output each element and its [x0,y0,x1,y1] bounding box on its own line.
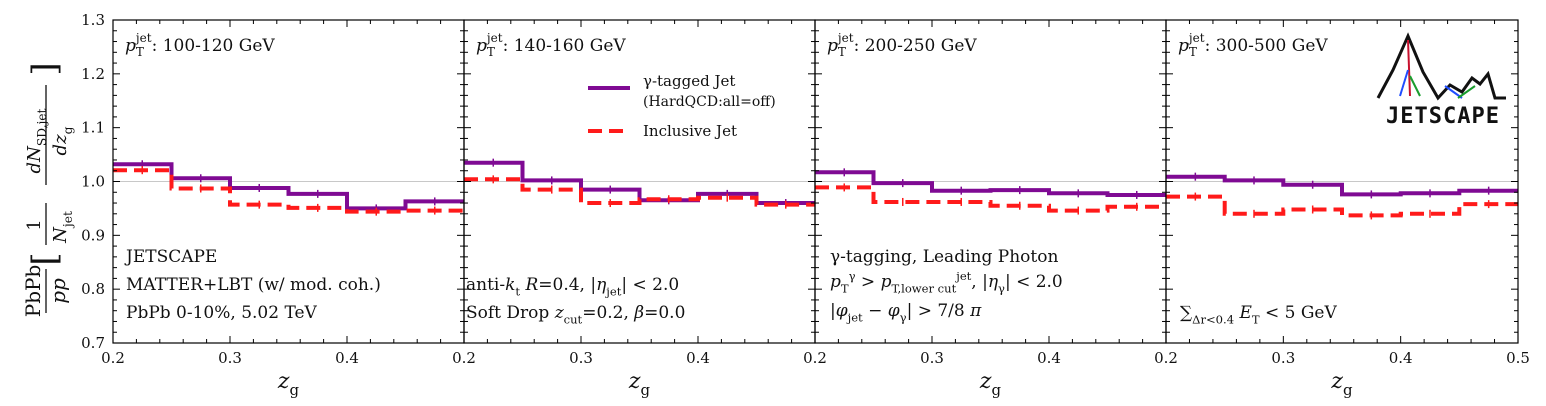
logo-jet-blue [1399,69,1409,97]
logo-mountain-outline [1376,32,1506,101]
panel-1: 0.2 0.3 0.4 0.7 0.8 0.9 1.0 1.1 1.2 1.3 zg pTjet: 1… [81,11,465,399]
series-incl-step-line [815,185,1166,213]
y-label-deriv-den: dzg [50,126,75,155]
annotation-text: anti-kt R=0.4, |ηjet| < 2.0 [466,275,679,298]
x-axis-label: zg [628,369,651,399]
logo-jet-red [1407,39,1411,97]
series-gamma-step-line [815,170,1166,197]
legend-label-gamma: γ-tagged Jet [643,72,735,90]
y-label-ratio-den: pp [46,278,70,304]
x-tick-label: 0.2 [1154,349,1178,367]
jetscape-logo: JETSCAPE [1376,32,1506,129]
y-tick-label: 0.7 [81,334,105,352]
panels: 0.2 0.3 0.4 0.7 0.8 0.9 1.0 1.1 1.2 1.3 zg pTjet: 1… [81,11,1530,399]
y-label-njet: Njet [50,211,75,244]
y-tick-label: 0.9 [81,226,105,244]
y-label-deriv-num: dNSD,jet [24,108,49,173]
annotation-text: |φjet − φγ| > 7/8 π [830,301,982,324]
panel-2: 0.2 0.3 0.4 zg pTjet: 140-160 GeV [452,19,816,399]
y-tick-label: 1.2 [81,65,105,83]
panel-4: 0.2 0.3 0.4 0.5 zg pTjet: 300-500 GeV [1154,19,1530,399]
legend-label-inclusive: Inclusive Jet [643,122,737,140]
x-tick-label: 0.5 [1506,349,1530,367]
x-tick-label: 0.4 [1037,349,1061,367]
y-tick-label: 0.8 [81,280,105,298]
panel-title: pTjet: 200-250 GeV [827,31,977,59]
x-tick-label: 0.2 [803,349,827,367]
series-incl-step-line [464,177,815,207]
panel-title: pTjet: 140-160 GeV [476,31,626,59]
annotation-text: Soft Drop zcut=0.2, β=0.0 [466,303,685,326]
annotations: JETSCAPE MATTER+LBT (w/ mod. coh.) PbPb 0-… [124,247,1337,326]
annotation-text: ∑Δr<0.4 ET < 5 GeV [1180,303,1337,326]
logo-jet-green [1409,75,1421,97]
logo-jet-green-2 [1457,85,1476,99]
annotation-text: JETSCAPE [124,247,217,267]
x-axis-label: zg [979,369,1002,399]
y-tick-label: 1.3 [81,11,105,29]
legend-label-gamma-note: (HardQCD:all=off) [643,94,776,110]
panel-3: 0.2 0.3 0.4 zg pTjet: 200-250 GeV [803,19,1167,399]
annotation-text: pTγ > pT,lower cutjet, |ηγ| < 2.0 [830,269,1063,296]
legend: γ-tagged Jet (HardQCD:all=off) Inclusive J… [588,72,776,140]
y-tick-label: 1.0 [81,173,105,191]
series-incl-step-line [1166,194,1518,218]
x-tick-label: 0.2 [452,349,476,367]
y-label-bracket-left: [ [25,252,65,265]
series-gamma-step-line [1166,174,1518,197]
y-label-one: 1 [24,219,45,230]
x-tick-label: 0.4 [1389,349,1413,367]
annotation-text: MATTER+LBT (w/ mod. coh.) [126,275,381,295]
y-axis-label: PbPb pp [] 1 Njet dNSD,jet dzg [21,62,75,317]
series-gamma-step-line [464,160,815,205]
x-tick-label: 0.3 [920,349,944,367]
x-tick-label: 0.3 [1271,349,1295,367]
x-tick-label: 0.2 [101,349,125,367]
x-axis-label: zg [277,369,300,399]
x-tick-label: 0.4 [335,349,359,367]
logo-wordmark: JETSCAPE [1386,104,1500,129]
panel-title: pTjet: 100-120 GeV [125,31,275,59]
y-label-bracket-right: ] [25,62,65,75]
annotation-text: PbPb 0-10%, 5.02 TeV [126,303,318,323]
x-tick-label: 0.4 [686,349,710,367]
y-tick-label: 1.1 [81,119,105,137]
panel-title: pTjet: 300-500 GeV [1178,31,1328,59]
x-tick-label: 0.3 [569,349,593,367]
y-axis-label-group: PbPb pp [] 1 Njet dNSD,jet dzg [21,62,75,317]
y-label-ratio-num: PbPb [21,265,45,318]
series-incl-step-line [113,168,464,214]
x-tick-label: 0.3 [218,349,242,367]
annotation-text: γ-tagging, Leading Photon [830,247,1058,267]
x-axis-label: zg [1330,369,1353,399]
